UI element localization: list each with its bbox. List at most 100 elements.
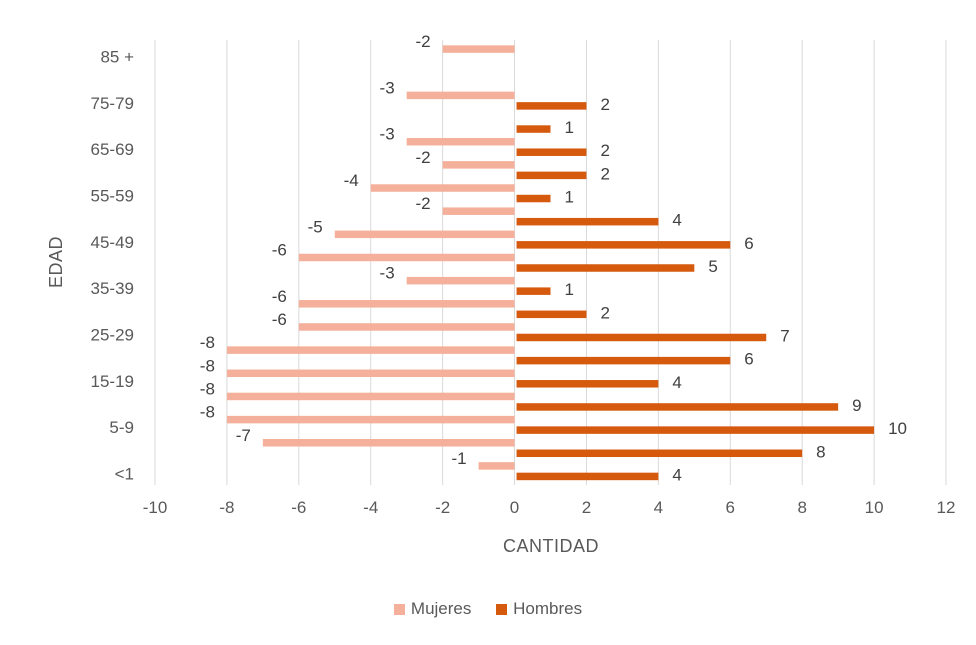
- bar-mujeres: [406, 137, 515, 146]
- bar-hombres: [516, 333, 767, 342]
- x-tick-label: 4: [654, 498, 663, 517]
- y-tick-label: 15-19: [91, 372, 134, 391]
- bar-hombres: [516, 472, 659, 481]
- bar-hombres: [516, 194, 551, 203]
- bar-mujeres: [334, 230, 515, 239]
- bar-mujeres: [442, 45, 515, 53]
- data-label-mujeres: -8: [200, 403, 215, 422]
- data-label-mujeres: -2: [416, 148, 431, 167]
- legend-item-mujeres: Mujeres: [393, 599, 472, 619]
- data-label-hombres: 1: [565, 188, 574, 207]
- y-tick-label: 45-49: [91, 233, 134, 252]
- data-label-mujeres: -6: [272, 287, 287, 306]
- bar-hombres: [516, 217, 659, 226]
- y-tick-label: 55-59: [91, 187, 134, 206]
- y-tick-labels: <1 5-9 15-19 25-29 35-39 45-49 55-59 65-69 75-79…: [91, 48, 135, 484]
- data-label-mujeres: -3: [380, 264, 395, 283]
- legend-label-hombres: Hombres: [513, 599, 583, 618]
- y-tick-label: 5-9: [109, 418, 134, 437]
- y-tick-label: 65-69: [91, 140, 134, 159]
- x-tick-label: 6: [726, 498, 735, 517]
- bar-mujeres: [226, 346, 515, 354]
- bar-mujeres: [406, 91, 515, 100]
- bar-hombres: [516, 241, 731, 249]
- data-label-hombres: 6: [744, 234, 753, 253]
- legend-swatch-hombres: [496, 603, 508, 615]
- x-tick-label: -6: [291, 498, 306, 517]
- bar-hombres: [516, 380, 659, 388]
- bar-hombres: [516, 171, 587, 180]
- data-label-mujeres: -4: [344, 171, 359, 190]
- bar-hombres: [516, 449, 803, 458]
- data-label-hombres: 4: [672, 373, 681, 392]
- data-label-hombres: 2: [600, 95, 609, 114]
- x-tick-label: -2: [435, 498, 450, 517]
- data-label-mujeres: -7: [236, 426, 251, 445]
- data-label-hombres: 6: [744, 350, 753, 369]
- data-label-hombres: 8: [816, 442, 825, 461]
- x-tick-label: -8: [219, 498, 234, 517]
- data-label-mujeres: -2: [416, 194, 431, 213]
- data-label-mujeres: -8: [200, 379, 215, 398]
- legend-label-mujeres: Mujeres: [410, 599, 472, 618]
- x-axis-title: CANTIDAD: [503, 536, 599, 556]
- x-tick-labels: -10 -8 -6 -4 -2 0 2 4 6 8 10 12: [143, 498, 956, 517]
- x-tick-label: -4: [363, 498, 378, 517]
- data-label-hombres: 1: [565, 280, 574, 299]
- data-label-hombres: 7: [780, 326, 789, 345]
- gridlines: [154, 40, 947, 485]
- y-tick-label: <1: [115, 464, 134, 483]
- data-label-hombres: 4: [672, 211, 681, 230]
- bar-hombres: [516, 426, 875, 434]
- x-tick-label: 10: [865, 498, 884, 517]
- y-axis-title: EDAD: [46, 236, 66, 288]
- data-label-hombres: 5: [708, 257, 717, 276]
- data-label-hombres: 2: [600, 164, 609, 183]
- bar-hombres: [516, 403, 839, 411]
- data-label-mujeres: -3: [380, 125, 395, 144]
- bar-mujeres: [298, 300, 515, 308]
- x-tick-label: 2: [582, 498, 591, 517]
- legend: Mujeres Hombres: [0, 599, 976, 620]
- y-tick-label: 25-29: [91, 325, 134, 344]
- x-tick-label: 8: [797, 498, 806, 517]
- legend-item-hombres: Hombres: [496, 599, 582, 619]
- data-label-hombres: 2: [600, 303, 609, 322]
- bar-mujeres: [298, 253, 515, 262]
- data-labels: -1 4 -7 8 -8 10 -8 9 -8 4 -8 6 -6 7 -6 2 -3 1 -6 5 -5 6 -2 4 -4 1…: [200, 32, 907, 484]
- y-tick-label: 35-39: [91, 279, 134, 298]
- bar-mujeres: [226, 392, 515, 401]
- bar-hombres: [516, 356, 731, 365]
- bar-hombres: [516, 125, 551, 133]
- bar-mujeres: [370, 184, 515, 192]
- data-label-mujeres: -1: [451, 449, 466, 468]
- data-label-hombres: 9: [852, 396, 861, 415]
- data-label-mujeres: -8: [200, 356, 215, 375]
- bar-hombres: [516, 102, 587, 110]
- data-label-mujeres: -6: [272, 241, 287, 260]
- bar-mujeres: [442, 161, 515, 169]
- bar-hombres: [516, 287, 551, 295]
- y-tick-label: 75-79: [91, 94, 134, 113]
- x-tick-label: -10: [143, 498, 168, 517]
- bar-mujeres: [406, 276, 515, 285]
- bar-mujeres: [298, 323, 515, 331]
- bar-mujeres: [478, 462, 515, 470]
- bar-hombres: [516, 264, 695, 272]
- data-label-hombres: 2: [600, 141, 609, 160]
- bar-hombres: [516, 148, 587, 156]
- data-label-mujeres: -6: [272, 310, 287, 329]
- x-tick-label: 12: [937, 498, 956, 517]
- legend-swatch-mujeres: [393, 603, 405, 615]
- data-label-mujeres: -8: [200, 333, 215, 352]
- bar-mujeres: [442, 207, 515, 215]
- bars: [226, 45, 875, 481]
- bar-mujeres: [226, 415, 515, 424]
- data-label-mujeres: -5: [308, 217, 323, 236]
- data-label-mujeres: -2: [416, 32, 431, 51]
- x-tick-label: 0: [510, 498, 519, 517]
- bar-mujeres: [262, 439, 515, 447]
- bar-mujeres: [226, 369, 515, 378]
- y-tick-label: 85 +: [100, 48, 134, 67]
